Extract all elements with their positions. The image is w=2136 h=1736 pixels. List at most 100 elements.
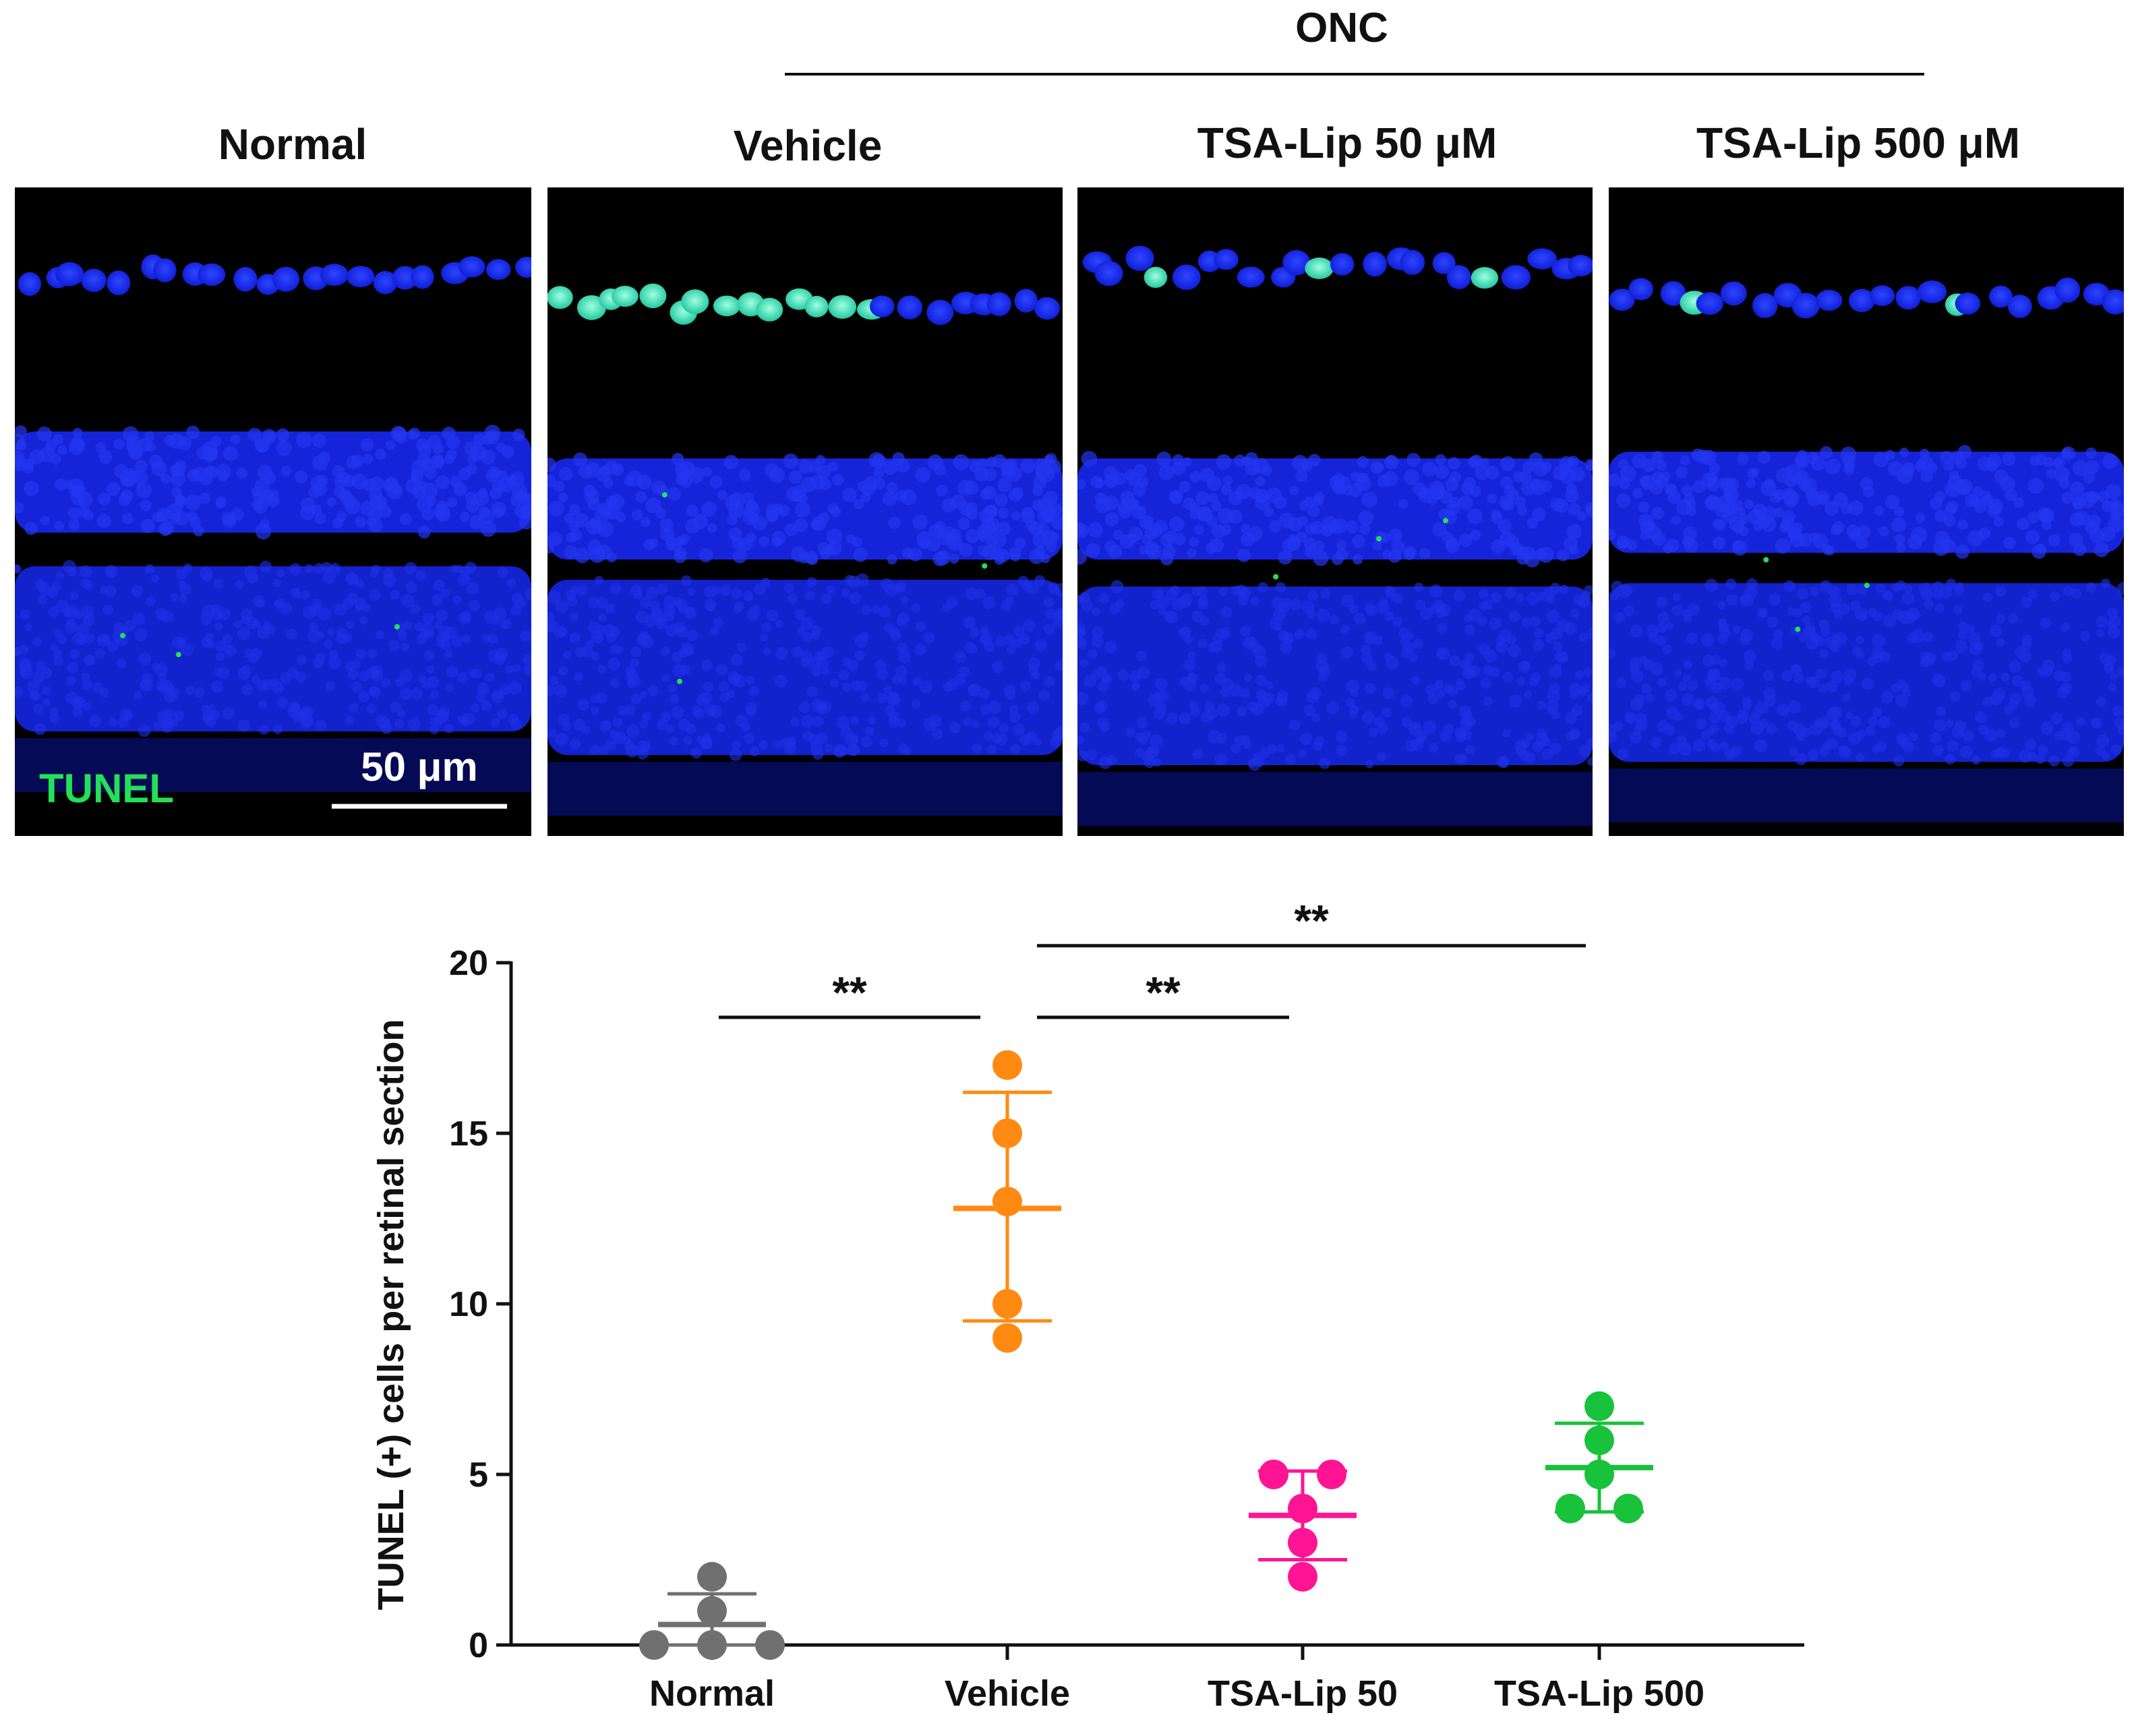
nucleus xyxy=(1978,724,1989,736)
nucleus xyxy=(2067,746,2080,759)
nucleus xyxy=(15,502,24,514)
nucleus xyxy=(1361,645,1371,655)
nucleus xyxy=(1142,730,1152,739)
nucleus xyxy=(569,612,579,622)
nucleus xyxy=(487,633,498,644)
nucleus xyxy=(15,425,28,438)
nucleus xyxy=(1953,585,1965,596)
nucleus xyxy=(729,748,742,761)
nucleus xyxy=(1789,747,1798,756)
nucleus xyxy=(1313,492,1325,504)
nucleus xyxy=(325,681,336,692)
nucleus xyxy=(1969,496,1981,507)
x-tick-label: TSA-Lip 50 xyxy=(1208,1673,1398,1714)
nucleus xyxy=(1781,669,1793,682)
nucleus xyxy=(1797,588,1809,600)
nucleus xyxy=(983,731,994,741)
nucleus xyxy=(731,588,743,600)
nucleus xyxy=(2096,696,2106,707)
nucleus xyxy=(1526,517,1539,529)
nucleus xyxy=(626,724,640,738)
nucleus xyxy=(213,578,224,589)
nucleus xyxy=(900,595,909,605)
rgc-nucleus xyxy=(392,266,418,290)
nucleus xyxy=(1156,595,1170,609)
nucleus xyxy=(27,680,40,693)
nucleus xyxy=(1448,456,1460,470)
nucleus xyxy=(1055,659,1063,671)
nucleus xyxy=(1001,601,1011,611)
nucleus xyxy=(407,718,421,731)
nucleus xyxy=(1868,607,1877,617)
nucleus xyxy=(355,578,364,589)
rgc-nucleus xyxy=(926,299,954,326)
nucleus xyxy=(1894,534,1905,545)
nucleus xyxy=(446,497,458,508)
nucleus xyxy=(1744,499,1754,510)
nucleus xyxy=(1946,501,1959,513)
nucleus xyxy=(32,637,42,647)
nucleus xyxy=(328,656,342,669)
nucleus xyxy=(1268,520,1282,533)
nucleus xyxy=(177,580,186,589)
nucleus xyxy=(853,498,864,510)
nucleus xyxy=(416,438,429,452)
nucleus xyxy=(705,603,715,612)
nucleus xyxy=(218,471,229,481)
nucleus xyxy=(676,473,688,485)
nucleus xyxy=(669,736,679,746)
nucleus xyxy=(877,692,889,704)
nucleus xyxy=(578,464,593,479)
nucleus xyxy=(1502,671,1514,682)
nucleus xyxy=(1537,700,1547,710)
nucleus xyxy=(1630,731,1642,744)
nucleus xyxy=(508,681,522,694)
nucleus xyxy=(626,744,639,758)
nucleus xyxy=(1717,634,1728,644)
nucleus xyxy=(1996,729,2006,738)
nucleus xyxy=(2036,667,2046,676)
nucleus xyxy=(1805,487,1818,501)
nucleus xyxy=(1194,525,1204,535)
nucleus xyxy=(24,522,38,535)
nucleus xyxy=(1521,481,1537,496)
nucleus xyxy=(2075,510,2090,526)
nucleus xyxy=(1247,758,1257,768)
nucleus xyxy=(2036,454,2048,465)
nucleus xyxy=(629,658,639,669)
nucleus xyxy=(1730,678,1744,691)
nucleus xyxy=(1309,686,1322,700)
nucleus xyxy=(1819,649,1829,659)
nucleus xyxy=(2085,447,2097,459)
nucleus xyxy=(1564,488,1580,503)
nucleus xyxy=(2061,491,2074,504)
nucleus xyxy=(1081,450,1098,467)
nucleus xyxy=(1955,544,1969,559)
nucleus xyxy=(1986,454,2002,469)
nucleus xyxy=(1915,512,1926,523)
nucleus xyxy=(763,647,771,656)
nucleus xyxy=(92,682,103,694)
nucleus xyxy=(1729,745,1742,758)
nucleus xyxy=(634,491,647,503)
rgc-nucleus xyxy=(1989,285,2013,308)
nucleus xyxy=(1033,737,1042,746)
nucleus xyxy=(113,438,125,450)
nucleus xyxy=(457,573,471,586)
nucleus xyxy=(1620,465,1636,482)
nucleus xyxy=(177,436,192,451)
nucleus xyxy=(183,563,192,572)
nucleus xyxy=(799,701,811,714)
nucleus xyxy=(1095,498,1111,513)
nucleus xyxy=(547,611,555,622)
nucleus xyxy=(1409,653,1419,662)
nucleus xyxy=(1882,614,1896,628)
nucleus xyxy=(259,724,270,735)
nucleus xyxy=(709,475,723,489)
nucleus xyxy=(1564,622,1577,635)
nucleus xyxy=(1931,673,1945,687)
nucleus xyxy=(81,680,92,691)
rgc-nucleus xyxy=(2007,295,2032,318)
nucleus xyxy=(649,538,659,548)
nucleus xyxy=(754,582,767,596)
